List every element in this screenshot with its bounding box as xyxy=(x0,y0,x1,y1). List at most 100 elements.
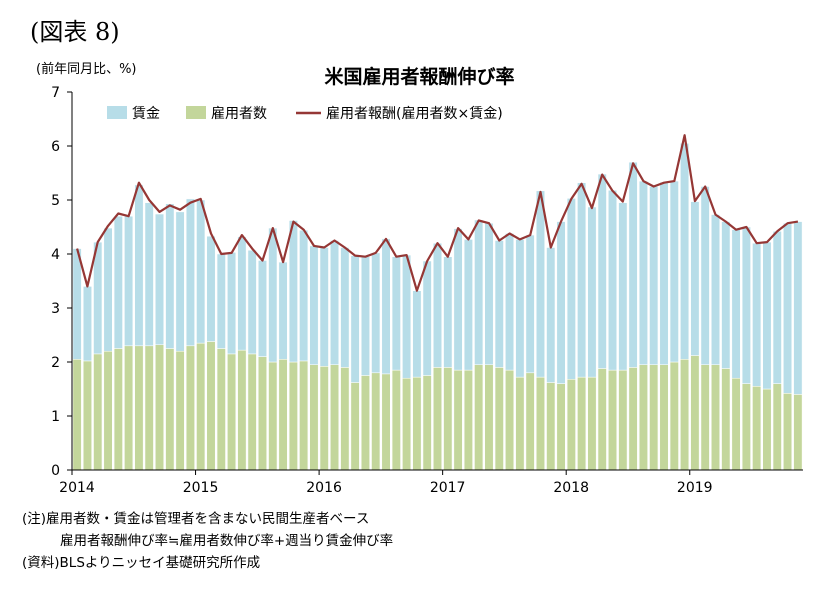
y-tick-label: 0 xyxy=(51,463,60,479)
bar-employment xyxy=(103,350,113,471)
legend-swatch-wage xyxy=(107,106,127,119)
bar-employment xyxy=(515,376,525,471)
bar-employment xyxy=(628,367,638,471)
x-tick-label: 2016 xyxy=(306,480,342,496)
bar-employment xyxy=(155,344,164,471)
bar-employment xyxy=(319,366,329,471)
bar-employment xyxy=(206,341,216,471)
bar-wage xyxy=(515,239,525,378)
bar-wage xyxy=(350,255,360,383)
bar-wage xyxy=(608,190,617,371)
bar-employment xyxy=(381,373,391,471)
bar-wage xyxy=(381,238,391,375)
bar-wage xyxy=(772,231,782,384)
bar-wage xyxy=(340,247,350,368)
bar-wage xyxy=(700,186,710,365)
bar-employment xyxy=(453,369,463,471)
bar-wage xyxy=(566,198,576,380)
bar-wage xyxy=(237,236,247,351)
bar-employment xyxy=(288,361,298,471)
bar-employment xyxy=(577,376,587,471)
bar-wage xyxy=(185,198,195,347)
bar-wage xyxy=(711,214,720,365)
bar-employment xyxy=(175,350,185,471)
bar-employment xyxy=(721,368,731,471)
legend: 賃金 雇用者数 雇用者報酬(雇用者数×賃金) xyxy=(107,105,503,122)
note-formula: 雇用者報酬伸び率≒雇用者数伸び率+週当り賃金伸び率 xyxy=(60,533,394,549)
bar-employment xyxy=(638,364,648,471)
bar-employment xyxy=(566,379,576,471)
y-tick-label: 1 xyxy=(51,409,60,425)
bar-wage xyxy=(741,226,751,384)
note-definition: (注)雇用者数・賃金は管理者を含まない民間生産者ベース xyxy=(22,511,370,527)
bar-wage xyxy=(258,260,267,357)
bar-wage xyxy=(155,213,164,345)
bar-wage xyxy=(556,221,566,384)
bar-employment xyxy=(618,369,628,471)
y-tick-label: 6 xyxy=(51,139,60,155)
y-tick-label: 7 xyxy=(51,85,60,101)
bar-employment xyxy=(144,345,154,471)
bar-wage xyxy=(227,252,237,355)
bar-employment xyxy=(165,348,175,471)
bar-wage xyxy=(494,240,504,368)
bar-employment xyxy=(330,364,340,471)
bar-employment xyxy=(474,364,484,471)
y-tick-label: 4 xyxy=(51,247,60,263)
bar-employment xyxy=(700,364,710,471)
bar-employment xyxy=(360,375,370,471)
bar-employment xyxy=(113,348,123,471)
x-tick-label: 2015 xyxy=(183,480,219,496)
bar-wage xyxy=(433,242,442,368)
bar-employment xyxy=(556,383,566,471)
bar-wage xyxy=(422,260,432,376)
bar-wage xyxy=(196,199,206,344)
bar-wage xyxy=(659,181,669,365)
bar-wage xyxy=(165,203,175,349)
bar-wage xyxy=(330,240,340,365)
x-tick-label: 2018 xyxy=(553,480,589,496)
bar-employment xyxy=(247,353,257,471)
bar-employment xyxy=(412,376,422,471)
bar-wage xyxy=(525,234,535,374)
bar-wage xyxy=(216,253,226,349)
chart-canvas: 0 1 2 3 4 5 6 7 2014 2015 2016 2017 2018 2019 賃金 雇用者数 雇… xyxy=(51,85,803,496)
bar-wage xyxy=(402,254,412,379)
bar-wage xyxy=(288,220,298,363)
x-tick-label: 2019 xyxy=(677,480,713,496)
chart-title: 米国雇用者報酬伸び率 xyxy=(324,66,515,88)
bar-employment xyxy=(237,349,247,471)
bar-employment xyxy=(608,369,617,471)
bar-employment xyxy=(185,345,195,471)
bar-employment xyxy=(525,372,535,471)
bar-wage xyxy=(299,229,309,362)
bar-wage xyxy=(721,221,731,369)
bar-wage xyxy=(546,247,556,383)
bar-wage xyxy=(443,256,453,368)
source-note: (資料)BLSよりニッセイ基礎研究所作成 xyxy=(22,555,261,571)
y-tick-label: 2 xyxy=(51,355,60,371)
bar-wage xyxy=(268,227,278,363)
bar-employment xyxy=(793,394,803,471)
bar-wage xyxy=(484,222,494,365)
line-layer xyxy=(76,134,799,292)
bar-wage xyxy=(144,202,154,347)
bar-wage xyxy=(649,186,659,365)
bar-employment xyxy=(443,367,453,471)
x-tick-label: 2014 xyxy=(59,480,95,496)
bar-employment xyxy=(669,361,679,471)
y-tick-label: 5 xyxy=(51,193,60,209)
bar-wage xyxy=(783,222,793,394)
bar-wage xyxy=(680,143,690,360)
bar-employment xyxy=(741,383,751,471)
bar-employment xyxy=(762,388,772,471)
bar-employment xyxy=(422,375,432,471)
bar-wage xyxy=(577,182,587,378)
bar-employment xyxy=(72,359,82,471)
bar-wage xyxy=(371,252,381,374)
bar-wage xyxy=(175,211,185,352)
bar-employment xyxy=(196,342,206,471)
bar-wage xyxy=(206,235,216,342)
bar-employment xyxy=(597,368,607,471)
footnotes: (注)雇用者数・賃金は管理者を含まない民間生産者ベース 雇用者報酬伸び率≒雇用者… xyxy=(22,508,393,574)
